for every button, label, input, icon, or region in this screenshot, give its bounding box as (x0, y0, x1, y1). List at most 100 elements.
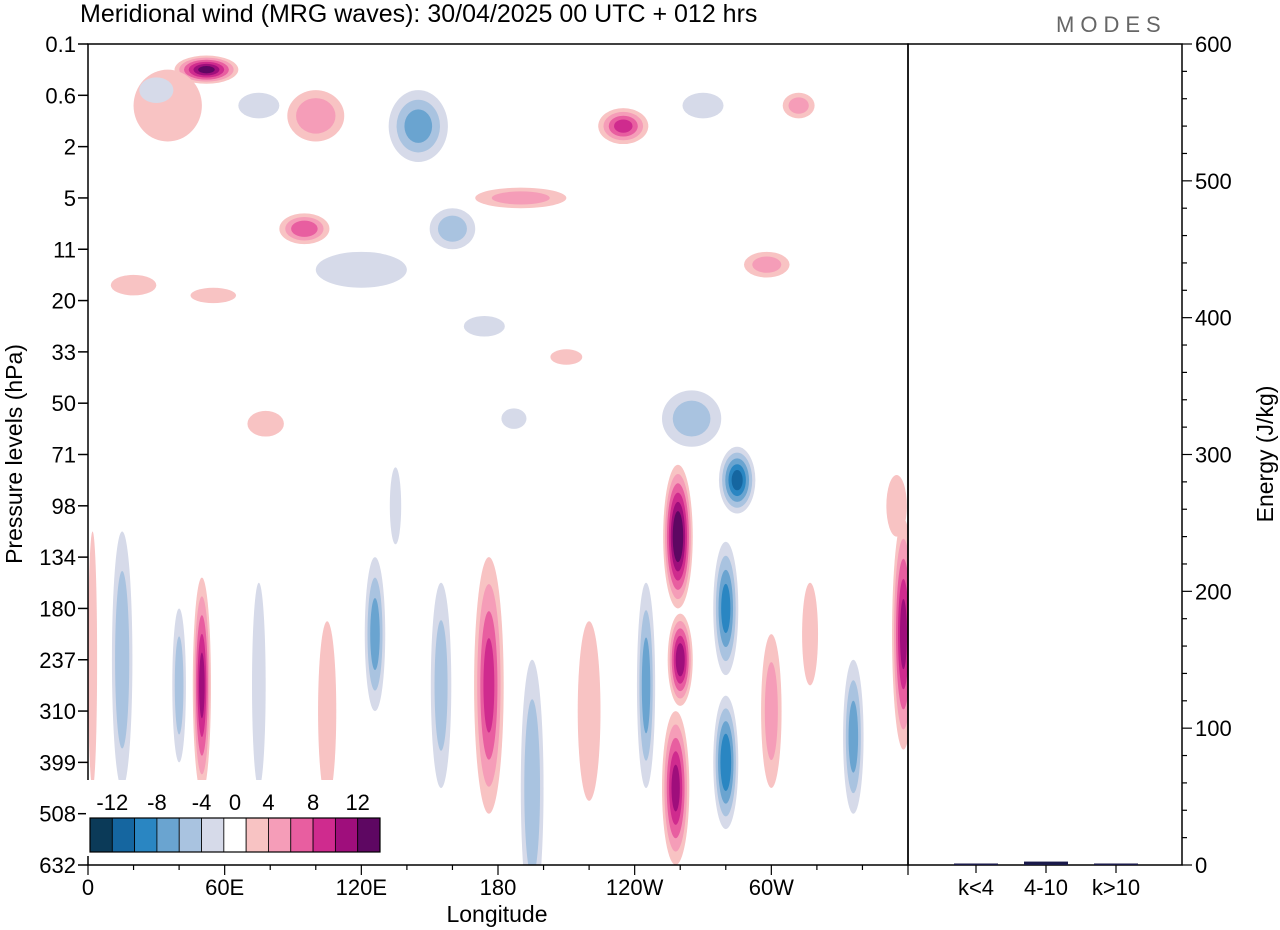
chart-title: Meridional wind (MRG waves): 30/04/2025 … (80, 0, 757, 28)
colorbar-label: 4 (262, 790, 274, 815)
energy-bar (1094, 863, 1138, 865)
contour-level (88, 531, 98, 789)
contour-feature (388, 90, 448, 163)
contour-feature (110, 274, 157, 296)
colorbar-swatch (290, 817, 314, 853)
contour-level (238, 92, 280, 119)
contour-level (463, 315, 505, 337)
y-tick-label: 5 (64, 186, 76, 211)
colorbar-swatch (201, 817, 225, 853)
contour-feature (133, 69, 202, 142)
colorbar-swatch (312, 817, 336, 853)
contour-level (296, 98, 336, 134)
contour-feature (252, 582, 266, 789)
contour-feature (598, 108, 649, 145)
contour-feature (636, 582, 656, 789)
contour-level (404, 109, 433, 143)
contour-feature (247, 410, 284, 437)
colorbar-swatch (357, 817, 381, 853)
contour-feature (429, 208, 476, 250)
contour-feature (662, 390, 722, 447)
contour-level (899, 598, 907, 670)
colorbar-swatch (334, 817, 359, 853)
contour-feature (389, 467, 402, 545)
y-axis-label: Pressure levels (hPa) (1, 344, 27, 564)
energy-tick-label: 0 (1195, 853, 1207, 878)
energy-tick-label: 300 (1195, 443, 1232, 468)
contour-level (315, 251, 407, 288)
energy-tick-label: 500 (1195, 169, 1232, 194)
colorbar-swatch (111, 817, 136, 853)
colorbar-swatch (178, 817, 202, 853)
energy-category-label: 4-10 (1024, 875, 1068, 900)
colorbar-swatch (268, 817, 292, 853)
contour-feature (782, 92, 815, 119)
contour-level (671, 764, 680, 812)
x-tick-label: 180 (480, 875, 517, 900)
contour-feature (238, 92, 280, 119)
energy-tick-label: 200 (1195, 579, 1232, 604)
contour-feature (463, 315, 505, 337)
contour-level (437, 215, 467, 242)
colorbar-swatch (134, 817, 158, 853)
contour-level (524, 699, 541, 865)
contour-level (641, 637, 651, 734)
y-axis: 0.1 0.6 2 5 11 20 33 50 71 98 134 180 237 310 399 508 63… (39, 32, 88, 878)
contour-level (199, 652, 205, 719)
contour-feature (662, 711, 690, 865)
colorbar-frame (89, 817, 381, 853)
y-tick-label: 237 (39, 648, 76, 673)
x-tick-label: 60E (205, 875, 244, 900)
contour-feature (279, 213, 330, 245)
contour-level (483, 638, 495, 733)
energy-category-label: k>10 (1092, 875, 1140, 900)
energy-axis: 0 100 200 300 400 500 600 (1182, 32, 1232, 878)
contour-feature (886, 475, 907, 537)
contour-level (318, 621, 337, 801)
contour-level (788, 97, 809, 114)
contour-level (752, 256, 782, 273)
y-tick-label: 0.1 (45, 32, 76, 57)
contour-feature (287, 90, 345, 142)
colorbar-swatch (156, 817, 180, 853)
contour-feature (192, 577, 211, 794)
contour-level (252, 582, 266, 789)
y-tick-label: 134 (39, 545, 76, 570)
contour-feature (892, 518, 908, 750)
energy-bar (1024, 861, 1068, 865)
x-tick-label: 120E (336, 875, 387, 900)
y-tick-label: 508 (39, 802, 76, 827)
x-tick-label: 60W (749, 875, 794, 900)
contour-level (139, 77, 174, 104)
energy-tick-label: 600 (1195, 32, 1232, 57)
contour-feature (139, 77, 174, 104)
contour-feature (364, 557, 386, 712)
y-tick-label: 71 (52, 443, 76, 468)
contour-feature (172, 608, 186, 763)
x-tick-label: 120W (606, 875, 664, 900)
contour-feature (843, 659, 864, 814)
contour-feature (475, 187, 567, 209)
contour-level (115, 570, 130, 749)
contour-feature (520, 659, 544, 865)
energy-categories: k<4 4-10 k>10 (958, 865, 1140, 900)
y-tick-label: 632 (39, 853, 76, 878)
contour-level (672, 511, 684, 563)
contour-level (110, 274, 157, 296)
y-tick-label: 20 (52, 289, 76, 314)
colorbar: -12 -8 -4 0 4 8 12 (86, 780, 384, 856)
y-tick-label: 98 (52, 494, 76, 519)
energy-plot-frame (907, 43, 1183, 866)
x-tick-label: 0 (82, 875, 94, 900)
contour-level (247, 410, 284, 437)
energy-bar (954, 863, 998, 865)
contour-level (434, 620, 448, 751)
y-tick-label: 33 (52, 340, 76, 365)
y-tick-label: 310 (39, 699, 76, 724)
contour-level (291, 220, 318, 237)
contour-feature (501, 408, 527, 429)
contour-level (190, 287, 237, 304)
contour-feature (667, 613, 693, 706)
contour-level (550, 349, 583, 365)
contour-feature (802, 582, 819, 686)
